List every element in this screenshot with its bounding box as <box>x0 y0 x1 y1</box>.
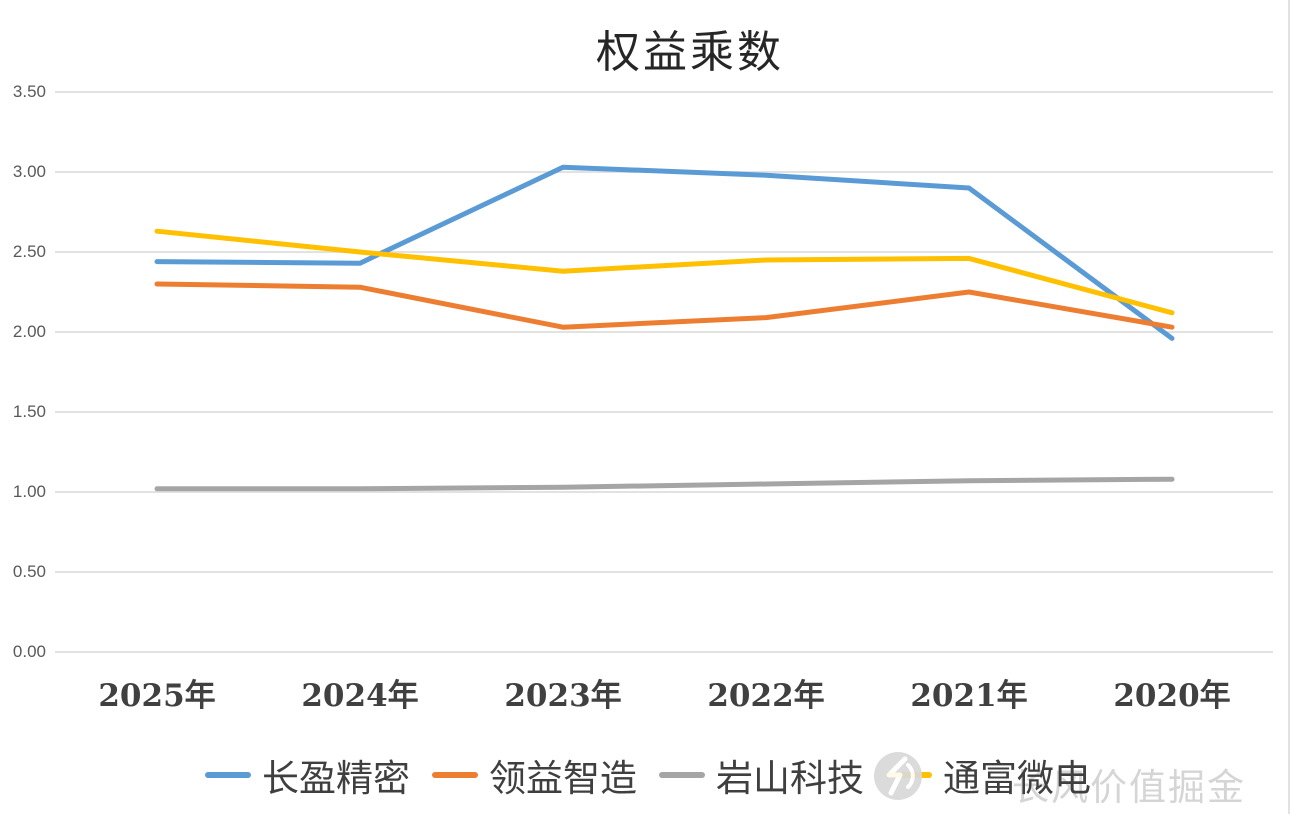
x-axis-label: 2024年 <box>301 678 419 714</box>
legend-label: 长盈精密 <box>262 757 410 800</box>
legend-line-swatch <box>432 772 478 778</box>
x-axis-label: 2022年 <box>707 678 825 714</box>
x-axis-label: 2023年 <box>504 678 622 714</box>
y-axis-tick-label: 1.00 <box>12 482 46 501</box>
y-axis-tick-label: 0.00 <box>12 642 46 661</box>
legend-label: 领益智造 <box>489 757 637 800</box>
x-axis-label: 2020年 <box>1113 678 1231 714</box>
y-axis-tick-label: 2.00 <box>12 322 46 341</box>
y-axis-tick-label: 1.50 <box>12 402 46 421</box>
y-axis-tick-label: 2.50 <box>12 242 46 261</box>
legend-label: 岩山科技 <box>716 757 864 800</box>
legend-item-1: 长盈精密 <box>205 748 410 802</box>
watermark-text: 长风价值掘金 <box>1012 766 1246 809</box>
legend-item-3: 岩山科技 <box>659 748 864 802</box>
legend-line-swatch <box>659 772 705 778</box>
legend-item-2: 领益智造 <box>432 748 637 802</box>
legend-line-swatch <box>205 772 251 778</box>
chart-title: 权益乘数 <box>596 27 784 78</box>
legend-label: 通富微电 <box>943 757 1091 800</box>
chart-legend: 长盈精密 领益智造 岩山科技 通富微电 <box>0 748 1296 802</box>
y-axis-tick-label: 3.50 <box>12 82 46 101</box>
series-line-4 <box>154 228 1175 316</box>
x-axis-label: 2025年 <box>98 678 216 714</box>
series-line-1 <box>154 164 1175 341</box>
series-line-2 <box>154 281 1175 330</box>
y-axis-tick-label: 3.00 <box>12 162 46 181</box>
series-line-3 <box>154 476 1175 492</box>
x-axis-label: 2021年 <box>910 678 1028 714</box>
y-axis-tick-label: 0.50 <box>12 562 46 581</box>
watermark-circle-logo <box>874 752 922 800</box>
